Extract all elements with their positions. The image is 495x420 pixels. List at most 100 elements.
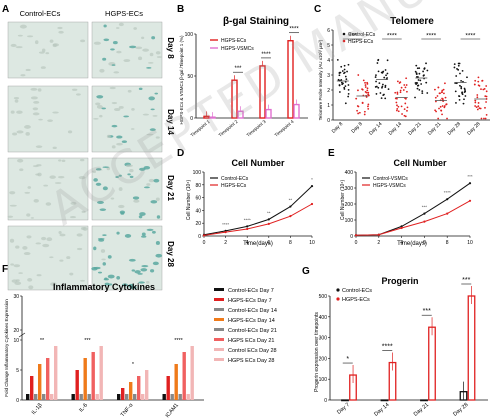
- cell-blob: [97, 200, 104, 205]
- chart-f-ytick-label: 30: [13, 294, 19, 300]
- cell-blob: [107, 255, 112, 259]
- chart-f-bar: [141, 394, 145, 400]
- chart-c-xtick-label: Day 28: [447, 121, 463, 137]
- chart-c-legend-label: HGPS-ECs: [348, 39, 374, 45]
- chart-c-point: [461, 93, 464, 96]
- cell-blob: [58, 159, 62, 162]
- cell-blob: [36, 274, 42, 277]
- chart-f-legend-swatch: [214, 328, 224, 331]
- chart-f-xtick-label: IL-1β: [31, 402, 44, 416]
- chart-f-axis-break: [18, 332, 26, 338]
- cell-blob: [82, 227, 88, 231]
- cell-blob: [131, 108, 135, 111]
- col-label-hgps: HGPS-ECs: [105, 9, 143, 18]
- cell-blob: [61, 159, 66, 163]
- chart-c-point: [367, 105, 369, 108]
- cell-blob: [14, 99, 19, 103]
- chart-d-legend-label: HGPS-ECs: [221, 183, 247, 189]
- chart-c-point: [442, 88, 445, 91]
- chart-c-point: [357, 89, 359, 92]
- chart-b-ylabel: HGPS-ECs & VSMCs β-gal /Timepoint 1 (%): [179, 35, 184, 124]
- cell-blob: [155, 51, 161, 55]
- cell-blob: [34, 40, 39, 45]
- cell-blob: [57, 26, 63, 30]
- chart-g-legend-label: Control-ECs: [342, 288, 372, 294]
- chart-f-bar: [133, 394, 137, 400]
- chart-g-sig-label: ***: [462, 277, 470, 284]
- cell-blob: [42, 243, 50, 248]
- chart-c-point: [421, 92, 424, 94]
- chart-c-point: [347, 92, 350, 95]
- cell-blob: [16, 110, 23, 114]
- cell-blob: [142, 48, 150, 52]
- chart-b-bar: [287, 40, 294, 119]
- chart-c-point: [474, 99, 477, 102]
- cell-blob: [118, 187, 123, 191]
- chart-g-xtick-label: Day 28: [452, 402, 469, 418]
- cell-blob: [129, 168, 134, 173]
- chart-c-point: [380, 97, 383, 100]
- chart-g-ytick-label: 300: [319, 336, 328, 342]
- chart-d-ytick-label: 20: [195, 221, 201, 227]
- chart-d-xtick-label: 4: [246, 240, 249, 246]
- chart-e-series-line: [355, 200, 471, 236]
- cell-blob: [17, 158, 24, 163]
- cell-blob: [80, 279, 85, 282]
- chart-f-bar: [190, 346, 194, 400]
- chart-f-bar: [79, 394, 83, 400]
- chart-c-point: [381, 85, 384, 88]
- cell-blob: [112, 40, 118, 45]
- cell-blob: [146, 66, 152, 69]
- chart-c-point: [397, 105, 400, 108]
- cell-blob: [129, 175, 134, 179]
- cell-blob: [152, 261, 159, 266]
- cell-blob: [116, 135, 123, 139]
- chart-f-bar: [137, 376, 141, 400]
- chart-f-legend-label: HGPS ECs Day 21: [228, 338, 274, 344]
- chart-c-point: [457, 68, 460, 71]
- chart-c-point: [377, 86, 380, 89]
- chart-b-xtick-label: Timepoint 3: [246, 119, 267, 138]
- chart-c-point: [405, 77, 408, 80]
- cell-blob: [78, 176, 86, 180]
- chart-c-point: [453, 63, 456, 66]
- chart-c-point: [404, 102, 407, 105]
- cell-blob: [107, 274, 115, 279]
- chart-b-xtick-label: Timepoint 4: [274, 119, 295, 138]
- chart-c-point: [415, 64, 418, 67]
- chart-d-sig-label: ****: [222, 222, 229, 227]
- cell-blob: [110, 48, 115, 51]
- cell-blob: [103, 38, 110, 42]
- chart-c-point: [418, 67, 421, 70]
- cell-blob: [95, 168, 102, 171]
- chart-c-point: [483, 88, 486, 90]
- chart-c-point: [383, 93, 385, 96]
- cell-blob: [109, 86, 116, 90]
- chart-c-point: [394, 91, 397, 94]
- chart-c-point: [383, 76, 386, 79]
- cell-blob: [69, 216, 77, 219]
- chart-c-point: [464, 88, 466, 91]
- chart-f-bar: [38, 364, 42, 400]
- panel-f-letter: F: [2, 264, 8, 275]
- cell-blob: [81, 210, 86, 213]
- cell-blob: [27, 186, 32, 189]
- chart-b-bar: [237, 110, 244, 119]
- chart-d-ytick-label: 100: [193, 170, 202, 176]
- chart-e-series-line: [355, 182, 471, 236]
- chart-c-point: [404, 86, 407, 89]
- chart-e-point: [468, 199, 472, 202]
- cell-blob: [155, 240, 160, 245]
- chart-c-point: [343, 64, 346, 67]
- chart-c-point: [396, 107, 399, 110]
- chart-d-point: [246, 227, 249, 231]
- chart-c-xtick-label: Day 14: [368, 121, 384, 137]
- chart-c-point: [419, 79, 422, 82]
- chart-c-point: [356, 109, 358, 112]
- chart-c-ylabel: Telomere Probe Intensity (AU x10³/ μm²): [318, 39, 323, 120]
- cell-blob: [24, 191, 31, 194]
- cell-blob: [118, 22, 124, 27]
- chart-f-bar: [129, 382, 133, 400]
- chart-c-point: [340, 78, 343, 81]
- chart-c-point: [396, 80, 399, 83]
